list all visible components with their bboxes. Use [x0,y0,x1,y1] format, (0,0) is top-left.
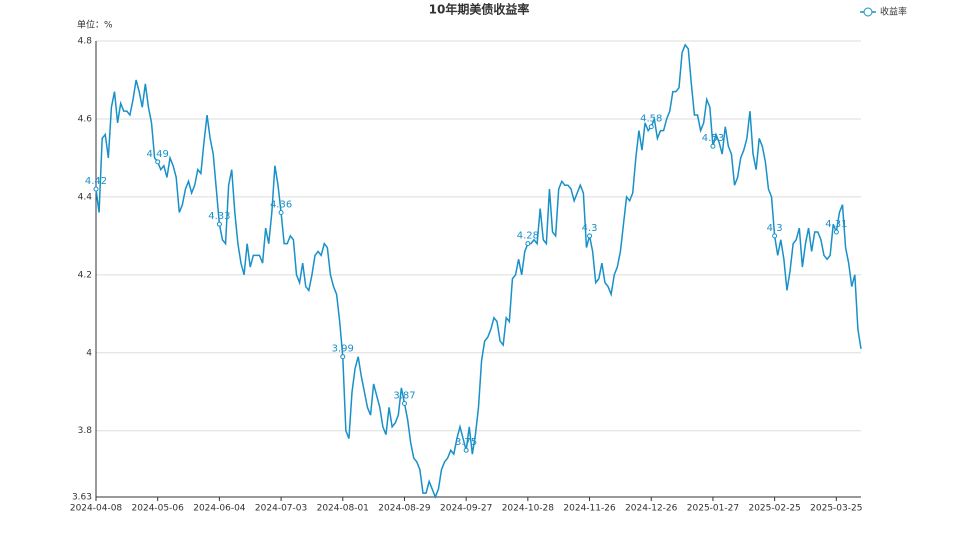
data-label: 4.42 [85,176,107,187]
data-label: 4.28 [517,231,539,242]
legend-label: 收益率 [880,6,907,18]
data-point [710,143,716,149]
data-point [833,229,839,235]
data-label: 4.58 [640,114,662,125]
data-point [463,447,469,453]
data-label: 4.49 [147,149,169,160]
x-tick-label: 2024-04-08 [70,504,123,514]
series-line [95,43,862,500]
data-point [278,209,284,215]
data-label: 4.3 [582,223,598,234]
data-label: 3.99 [332,344,354,355]
data-label: 4.31 [825,219,847,230]
chart-title: 10年期美债收益率 [429,2,530,17]
data-point [93,186,99,192]
data-point [648,124,654,130]
data-point [155,159,161,165]
data-point [772,233,778,239]
x-tick-label: 2024-05-06 [132,504,185,514]
x-tick-label: 2024-09-27 [440,504,492,514]
x-tick-label: 2024-10-28 [502,504,555,514]
x-tick-label: 2025-01-27 [687,504,739,514]
data-label: 3.87 [393,390,415,401]
data-label: 4.53 [702,133,724,144]
x-tick-label: 2025-03-25 [810,504,862,514]
data-point [340,354,346,360]
x-tick-label: 2024-08-01 [317,504,369,514]
data-point [587,233,593,239]
y-tick-label: 4.8 [78,37,93,47]
data-label: 4.36 [270,199,292,210]
data-point [401,400,407,406]
y-unit-label: 单位：% [77,19,113,31]
data-label: 3.75 [455,437,477,448]
y-tick-label: 4.6 [78,114,93,124]
legend-icon [863,7,873,17]
x-tick-label: 2024-11-26 [563,504,616,514]
x-tick-label: 2024-08-29 [378,504,431,514]
y-tick-label: 3.8 [78,426,93,436]
y-tick-label: 4 [86,348,92,358]
data-label: 4.33 [208,211,230,222]
x-tick-label: 2025-02-25 [748,504,800,514]
y-tick-label: 4.4 [78,192,93,202]
y-tick-label: 3.63 [72,493,92,503]
x-tick-label: 2024-12-26 [625,504,678,514]
x-tick-label: 2024-06-04 [193,504,246,514]
y-tick-label: 4.2 [78,270,92,280]
data-label: 4.3 [767,223,783,234]
data-point [216,221,222,227]
x-tick-label: 2024-07-03 [255,504,307,514]
data-point [525,241,531,247]
